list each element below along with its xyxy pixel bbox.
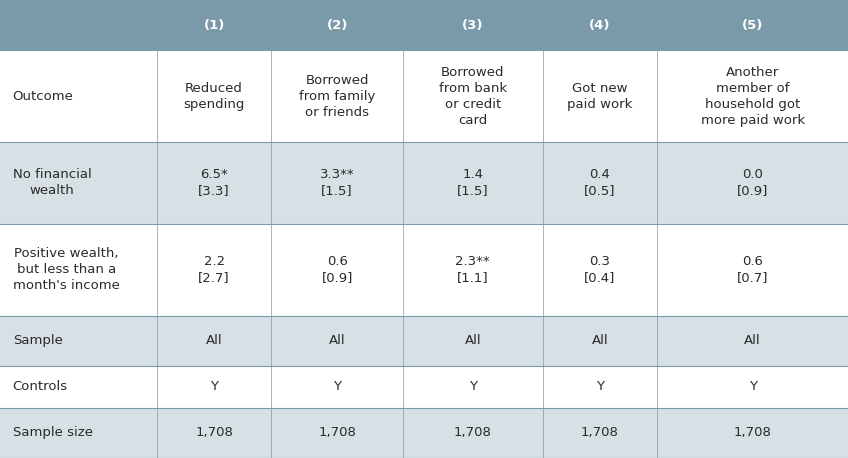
Bar bbox=[157, 408, 271, 458]
Text: 0.4
[0.5]: 0.4 [0.5] bbox=[584, 169, 616, 197]
Text: Got new
paid work: Got new paid work bbox=[567, 82, 633, 110]
Bar bbox=[0, 366, 157, 408]
Text: Y: Y bbox=[333, 381, 341, 393]
Text: Y: Y bbox=[210, 381, 218, 393]
Bar bbox=[543, 366, 657, 408]
Text: Y: Y bbox=[469, 381, 477, 393]
Bar bbox=[271, 0, 403, 50]
Bar bbox=[157, 316, 271, 366]
Text: Sample: Sample bbox=[13, 334, 63, 347]
Text: 1.4
[1.5]: 1.4 [1.5] bbox=[457, 169, 488, 197]
Text: All: All bbox=[206, 334, 222, 347]
Text: 0.6
[0.7]: 0.6 [0.7] bbox=[737, 255, 768, 284]
Bar bbox=[403, 142, 543, 224]
Text: All: All bbox=[745, 334, 761, 347]
Bar bbox=[157, 50, 271, 142]
Text: 1,708: 1,708 bbox=[318, 426, 356, 440]
Bar bbox=[403, 0, 543, 50]
Text: 1,708: 1,708 bbox=[195, 426, 233, 440]
Text: 2.2
[2.7]: 2.2 [2.7] bbox=[198, 255, 230, 284]
Text: (3): (3) bbox=[462, 18, 483, 32]
Text: (1): (1) bbox=[204, 18, 225, 32]
Bar bbox=[0, 50, 157, 142]
Text: Reduced
spending: Reduced spending bbox=[183, 82, 245, 110]
Text: (2): (2) bbox=[326, 18, 348, 32]
Bar bbox=[543, 50, 657, 142]
Bar bbox=[271, 50, 403, 142]
Bar bbox=[657, 366, 848, 408]
Bar bbox=[403, 224, 543, 316]
Bar bbox=[403, 316, 543, 366]
Text: Borrowed
from family
or friends: Borrowed from family or friends bbox=[298, 74, 376, 119]
Bar bbox=[657, 316, 848, 366]
Text: All: All bbox=[592, 334, 608, 347]
Bar bbox=[657, 0, 848, 50]
Bar bbox=[271, 142, 403, 224]
Text: All: All bbox=[465, 334, 481, 347]
Text: 6.5*
[3.3]: 6.5* [3.3] bbox=[198, 169, 230, 197]
Bar bbox=[543, 224, 657, 316]
Bar bbox=[271, 366, 403, 408]
Text: (5): (5) bbox=[742, 18, 763, 32]
Text: 2.3**
[1.1]: 2.3** [1.1] bbox=[455, 255, 490, 284]
Bar bbox=[271, 224, 403, 316]
Text: Borrowed
from bank
or credit
card: Borrowed from bank or credit card bbox=[438, 65, 507, 126]
Text: Y: Y bbox=[749, 381, 756, 393]
Text: 0.6
[0.9]: 0.6 [0.9] bbox=[321, 255, 353, 284]
Text: 1,708: 1,708 bbox=[734, 426, 772, 440]
Bar bbox=[657, 142, 848, 224]
Bar bbox=[403, 50, 543, 142]
Text: Another
member of
household got
more paid work: Another member of household got more pai… bbox=[700, 65, 805, 126]
Text: (4): (4) bbox=[589, 18, 611, 32]
Text: 0.3
[0.4]: 0.3 [0.4] bbox=[584, 255, 616, 284]
Text: 1,708: 1,708 bbox=[581, 426, 619, 440]
Text: Sample size: Sample size bbox=[13, 426, 92, 440]
Bar bbox=[657, 224, 848, 316]
Text: Y: Y bbox=[596, 381, 604, 393]
Bar bbox=[0, 316, 157, 366]
Bar bbox=[657, 50, 848, 142]
Text: Outcome: Outcome bbox=[13, 90, 74, 103]
Bar bbox=[157, 0, 271, 50]
Bar bbox=[157, 142, 271, 224]
Bar bbox=[0, 408, 157, 458]
Text: No financial
wealth: No financial wealth bbox=[13, 169, 92, 197]
Bar bbox=[543, 408, 657, 458]
Text: 1,708: 1,708 bbox=[454, 426, 492, 440]
Text: 0.0
[0.9]: 0.0 [0.9] bbox=[737, 169, 768, 197]
Bar bbox=[543, 142, 657, 224]
Text: 3.3**
[1.5]: 3.3** [1.5] bbox=[320, 169, 354, 197]
Bar bbox=[157, 224, 271, 316]
Bar bbox=[543, 316, 657, 366]
Bar bbox=[657, 408, 848, 458]
Bar bbox=[271, 408, 403, 458]
Bar bbox=[403, 408, 543, 458]
Bar bbox=[543, 0, 657, 50]
Bar bbox=[271, 316, 403, 366]
Bar bbox=[157, 366, 271, 408]
Bar bbox=[0, 142, 157, 224]
Text: Controls: Controls bbox=[13, 381, 68, 393]
Bar bbox=[403, 366, 543, 408]
Bar bbox=[0, 0, 157, 50]
Bar bbox=[0, 224, 157, 316]
Text: Positive wealth,
but less than a
month's income: Positive wealth, but less than a month's… bbox=[13, 247, 120, 292]
Text: All: All bbox=[329, 334, 345, 347]
